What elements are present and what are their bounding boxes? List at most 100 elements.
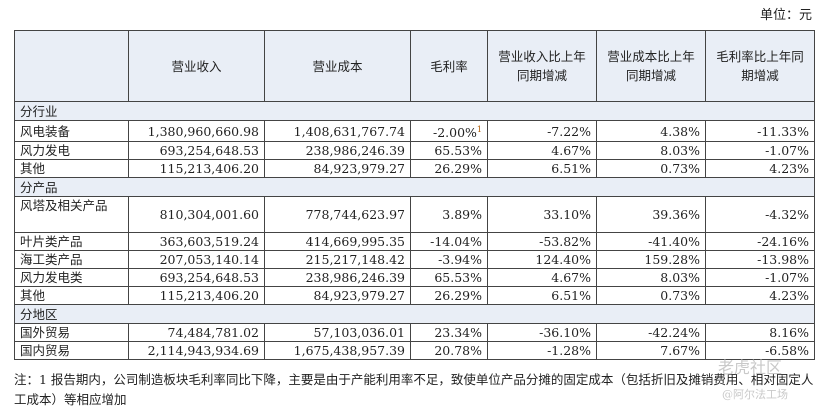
revenue-change-cell: -1.28% xyxy=(487,341,597,361)
margin-change-cell: 8.16% xyxy=(705,323,815,343)
margin-cell: -3.94% xyxy=(410,250,488,270)
revenue-cell: 363,603,519.24 xyxy=(128,232,265,252)
cost-change-cell: 8.03% xyxy=(596,268,706,288)
margin-cell: 65.53% xyxy=(410,141,488,161)
cost-change-cell: 4.38% xyxy=(596,119,706,143)
margin-cell: 23.34% xyxy=(410,323,488,343)
row-name: 风电装备 xyxy=(14,119,129,143)
table-row: 风力发电 693,254,648.53 238,986,246.39 65.53% 4.… xyxy=(14,141,815,161)
row-name: 风力发电类 xyxy=(14,268,129,288)
row-name: 其他 xyxy=(14,159,129,179)
revenue-change-cell: 6.51% xyxy=(487,159,597,179)
row-name: 叶片类产品 xyxy=(14,232,129,252)
margin-change-cell: 4.23% xyxy=(705,159,815,179)
margin-change-cell: -11.33% xyxy=(705,119,815,143)
margin-change-cell: -1.07% xyxy=(705,141,815,161)
table-row: 海工类产品 207,053,140.14 215,217,148.42 -3.94% 1… xyxy=(14,250,815,270)
row-name: 国外贸易 xyxy=(14,323,129,343)
watermark-author: @阿尔法工场 xyxy=(722,388,788,401)
header-blank xyxy=(14,30,129,102)
revenue-cell: 693,254,648.53 xyxy=(128,141,265,161)
watermark-community: 老虎社区 xyxy=(718,358,783,377)
revenue-change-cell: 124.40% xyxy=(487,250,597,270)
revenue-cell: 693,254,648.53 xyxy=(128,268,265,288)
cost-change-cell: -41.40% xyxy=(596,232,706,252)
table-row: 风力发电类 693,254,648.53 238,986,246.39 65.53% 4… xyxy=(14,268,815,288)
cost-change-cell: 0.73% xyxy=(596,159,706,179)
section-row: 分行业 xyxy=(14,101,815,121)
revenue-change-cell: -7.22% xyxy=(487,119,597,143)
margin-cell: 65.53% xyxy=(410,268,488,288)
revenue-cell: 810,304,001.60 xyxy=(128,196,265,234)
revenue-cell: 115,213,406.20 xyxy=(128,286,265,306)
revenue-change-cell: 33.10% xyxy=(487,196,597,234)
cost-cell: 1,408,631,767.74 xyxy=(264,119,411,143)
table-row: 国内贸易 2,114,943,934.69 1,675,438,957.39 20.7… xyxy=(14,341,815,361)
margin-cell: 26.29% xyxy=(410,159,488,179)
section-row: 分产品 xyxy=(14,177,815,198)
revenue-change-cell: -53.82% xyxy=(487,232,597,252)
cost-cell: 414,669,995.35 xyxy=(264,232,411,252)
row-name: 海工类产品 xyxy=(14,250,129,270)
margin-change-cell: -1.07% xyxy=(705,268,815,288)
revenue-cell: 2,114,943,934.69 xyxy=(128,341,265,361)
margin-change-cell: -24.16% xyxy=(705,232,815,252)
margin-change-cell: -6.58% xyxy=(705,341,815,361)
cost-change-cell: 39.36% xyxy=(596,196,706,234)
cost-cell: 57,103,036.01 xyxy=(264,323,411,343)
header-revenue: 营业收入 xyxy=(128,30,265,102)
row-name: 风塔及相关产品 xyxy=(14,196,129,234)
margin-cell: -2.00%1 xyxy=(410,119,488,143)
cost-change-cell: 7.67% xyxy=(596,341,706,361)
table-row: 其他 115,213,406.20 84,923,979.27 26.29% 6.51%… xyxy=(14,286,815,306)
revenue-change-cell: 6.51% xyxy=(487,286,597,306)
revenue-cell: 115,213,406.20 xyxy=(128,159,265,179)
footnote-marker: 1 xyxy=(476,125,482,134)
cost-cell: 84,923,979.27 xyxy=(264,159,411,179)
margin-change-cell: -13.98% xyxy=(705,250,815,270)
row-name: 风力发电 xyxy=(14,141,129,161)
margin-cell: -14.04% xyxy=(410,232,488,252)
table-row: 其他 115,213,406.20 84,923,979.27 26.29% 6.51%… xyxy=(14,159,815,179)
row-name: 其他 xyxy=(14,286,129,306)
margin-value: -2.00% xyxy=(432,125,477,141)
revenue-cell: 207,053,140.14 xyxy=(128,250,265,270)
cost-change-cell: 159.28% xyxy=(596,250,706,270)
revenue-cell: 74,484,781.02 xyxy=(128,323,265,343)
table-row: 国外贸易 74,484,781.02 57,103,036.01 23.34% -36.… xyxy=(14,323,815,343)
cost-change-cell: 8.03% xyxy=(596,141,706,161)
header-margin: 毛利率 xyxy=(410,30,488,102)
revenue-change-cell: -36.10% xyxy=(487,323,597,343)
margin-cell: 20.78% xyxy=(410,341,488,361)
table-row: 风塔及相关产品 810,304,001.60 778,744,623.97 3.89%… xyxy=(14,196,815,234)
header-cost: 营业成本 xyxy=(264,30,411,102)
cost-change-cell: 0.73% xyxy=(596,286,706,306)
margin-change-cell: 4.23% xyxy=(705,286,815,306)
header-cost-change: 营业成本比上年同期增减 xyxy=(596,30,706,102)
margin-change-cell: -4.32% xyxy=(705,196,815,234)
table-row: 叶片类产品 363,603,519.24 414,669,995.35 -14.04%… xyxy=(14,232,815,252)
section-title: 分地区 xyxy=(14,304,815,325)
header-row: 营业收入 营业成本 毛利率 营业收入比上年同期增减 营业成本比上年同期增减 毛利… xyxy=(14,30,815,102)
margin-cell: 3.89% xyxy=(410,196,488,234)
cost-change-cell: -42.24% xyxy=(596,323,706,343)
footnote: 注：1 报告期内，公司制造板块毛利率同比下降，主要是由于产能利用率不足，致使单位… xyxy=(14,372,814,407)
revenue-cell: 1,380,960,660.98 xyxy=(128,119,265,143)
section-title: 分产品 xyxy=(14,177,815,198)
section-title: 分行业 xyxy=(14,101,815,121)
row-name: 国内贸易 xyxy=(14,341,129,361)
header-margin-change: 毛利率比上年同期增减 xyxy=(705,30,815,102)
margin-cell: 26.29% xyxy=(410,286,488,306)
table-row: 风电装备 1,380,960,660.98 1,408,631,767.74 -2.0… xyxy=(14,119,815,143)
cost-cell: 238,986,246.39 xyxy=(264,268,411,288)
revenue-change-cell: 4.67% xyxy=(487,268,597,288)
cost-cell: 778,744,623.97 xyxy=(264,196,411,234)
section-row: 分地区 xyxy=(14,304,815,325)
unit-label: 单位：元 xyxy=(759,8,812,23)
cost-cell: 84,923,979.27 xyxy=(264,286,411,306)
cost-cell: 1,675,438,957.39 xyxy=(264,341,411,361)
header-revenue-change: 营业收入比上年同期增减 xyxy=(487,30,597,102)
revenue-change-cell: 4.67% xyxy=(487,141,597,161)
cost-cell: 238,986,246.39 xyxy=(264,141,411,161)
financial-table: 营业收入 营业成本 毛利率 营业收入比上年同期增减 营业成本比上年同期增减 毛利… xyxy=(14,30,815,361)
